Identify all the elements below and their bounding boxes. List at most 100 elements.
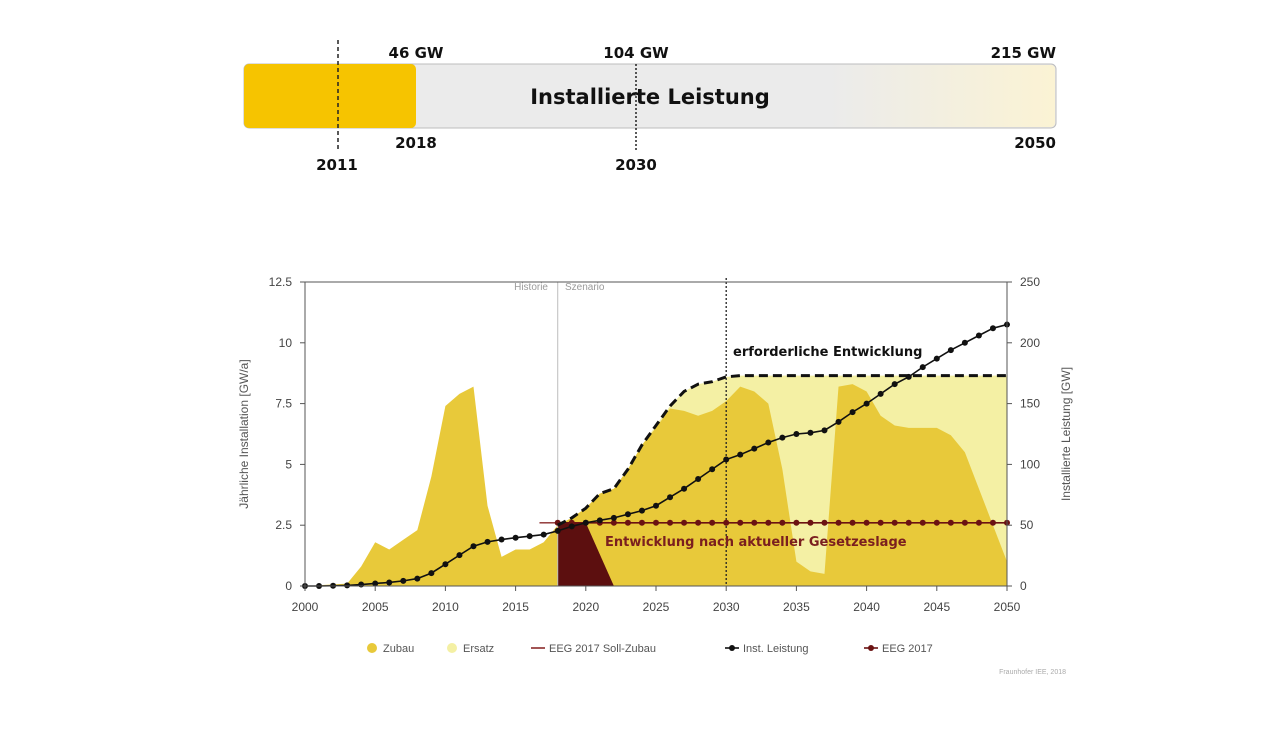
x-tick-label: 2040 <box>853 600 880 614</box>
x-tick-label: 2050 <box>994 600 1021 614</box>
timeline-fade <box>830 65 1055 127</box>
capacity-timeline: Installierte Leistung 46 GW 104 GW 215 G… <box>243 40 1057 174</box>
point-eeg-2017 <box>638 519 645 526</box>
point-eeg-2017 <box>849 519 856 526</box>
y-left-tick-label: 10 <box>279 336 293 350</box>
point-eeg-2017 <box>807 519 814 526</box>
annotation-required: erforderliche Entwicklung <box>733 345 922 360</box>
y-left-tick-label: 5 <box>285 457 292 471</box>
point-inst-leistung <box>709 466 716 473</box>
point-inst-leistung <box>653 502 659 509</box>
point-eeg-2017 <box>779 519 786 526</box>
timeline-year-label: 2011 <box>316 156 358 174</box>
point-inst-leistung <box>540 531 547 538</box>
point-inst-leistung <box>695 475 702 482</box>
area-layer <box>305 375 1007 586</box>
timeline-year-label: 2018 <box>395 134 437 152</box>
timeline-year-label: 2030 <box>615 156 657 174</box>
point-inst-leistung <box>835 418 842 425</box>
point-inst-leistung <box>807 429 814 436</box>
point-eeg-2017 <box>961 519 968 526</box>
point-eeg-2017 <box>863 519 870 526</box>
y-right-tick-label: 250 <box>1020 275 1040 289</box>
legend: Zubau Ersatz EEG 2017 Soll-Zubau Inst. Leis… <box>367 643 933 655</box>
point-eeg-2017 <box>709 519 716 526</box>
point-inst-leistung <box>947 347 954 354</box>
legend-swatch-dot <box>729 645 735 651</box>
point-inst-leistung <box>596 517 603 524</box>
point-eeg-2017 <box>765 519 772 526</box>
point-inst-leistung <box>484 538 491 545</box>
point-eeg-2017 <box>905 519 912 526</box>
y-right-tick-label: 50 <box>1020 518 1034 532</box>
point-eeg-2017 <box>723 519 730 526</box>
point-inst-leistung <box>751 445 758 452</box>
y-right-tick-label: 0 <box>1020 579 1027 593</box>
point-inst-leistung <box>386 579 393 586</box>
point-inst-leistung <box>667 494 674 501</box>
timeline-year-label: 2050 <box>1014 134 1056 152</box>
point-eeg-2017 <box>695 519 702 526</box>
area-zubau <box>305 384 1007 586</box>
legend-swatch <box>447 643 457 653</box>
pv-capacity-chart: 2000 2005 2010 2015 2020 2025 2030 2035 2040 2045… <box>237 275 1073 676</box>
x-tick-label: 2025 <box>643 600 670 614</box>
point-inst-leistung <box>933 355 940 362</box>
x-tick-label: 2010 <box>432 600 459 614</box>
point-inst-leistung <box>961 339 968 346</box>
phase-label-scenario: Szenario <box>565 282 605 293</box>
x-tick-label: 2045 <box>923 600 950 614</box>
x-tick-label: 2030 <box>713 600 740 614</box>
timeline-bar-label: Installierte Leistung <box>530 85 770 109</box>
point-inst-leistung <box>554 527 561 534</box>
point-eeg-2017 <box>975 519 982 526</box>
point-eeg-2017 <box>821 519 828 526</box>
legend-swatch <box>367 643 377 653</box>
y-left-tick-label: 2.5 <box>275 518 292 532</box>
point-eeg-2017 <box>919 519 926 526</box>
y-left-axis-title: Jährliche Installation [GW/a] <box>237 359 251 508</box>
line-layer <box>302 321 1010 589</box>
point-eeg-2017 <box>610 519 617 526</box>
point-eeg-2017 <box>624 519 631 526</box>
point-inst-leistung <box>624 511 631 518</box>
y-right-axis-title: Installierte Leistung [GW] <box>1059 367 1073 501</box>
point-inst-leistung <box>638 507 645 514</box>
legend-label: EEG 2017 Soll-Zubau <box>549 643 656 655</box>
legend-label: Zubau <box>383 643 414 655</box>
timeline-top-label: 46 GW <box>389 44 444 62</box>
point-inst-leistung <box>442 561 449 568</box>
point-inst-leistung <box>344 582 351 589</box>
point-eeg-2017 <box>667 519 674 526</box>
point-eeg-2017 <box>947 519 954 526</box>
point-eeg-2017 <box>891 519 898 526</box>
point-eeg-2017 <box>933 519 940 526</box>
x-tick-label: 2015 <box>502 600 529 614</box>
point-eeg-2017 <box>751 519 758 526</box>
point-inst-leistung <box>891 381 898 388</box>
point-inst-leistung <box>905 373 912 380</box>
annotation-current-law: Entwicklung nach aktueller Gesetzeslage <box>605 535 907 550</box>
point-inst-leistung <box>975 332 982 339</box>
point-eeg-2017 <box>835 519 842 526</box>
point-inst-leistung <box>512 534 519 541</box>
point-inst-leistung <box>470 543 477 550</box>
point-inst-leistung <box>400 577 407 584</box>
legend-label: Inst. Leistung <box>743 643 808 655</box>
legend-label: EEG 2017 <box>882 643 933 655</box>
point-inst-leistung <box>456 552 463 559</box>
y-left-tick-label: 12.5 <box>269 275 293 289</box>
y-right-tick-label: 200 <box>1020 336 1040 350</box>
y-right-tick-label: 150 <box>1020 397 1040 411</box>
point-eeg-2017 <box>737 519 744 526</box>
point-inst-leistung <box>428 570 435 577</box>
point-inst-leistung <box>877 390 884 397</box>
axes-layer: 2000 2005 2010 2015 2020 2025 2030 2035 2040 2045… <box>269 275 1041 614</box>
point-eeg-2017 <box>989 519 996 526</box>
point-inst-leistung <box>372 580 379 587</box>
point-inst-leistung <box>989 325 996 332</box>
point-inst-leistung <box>849 409 856 416</box>
timeline-top-label: 215 GW <box>991 44 1057 62</box>
point-inst-leistung <box>498 536 505 543</box>
point-inst-leistung <box>568 523 575 530</box>
